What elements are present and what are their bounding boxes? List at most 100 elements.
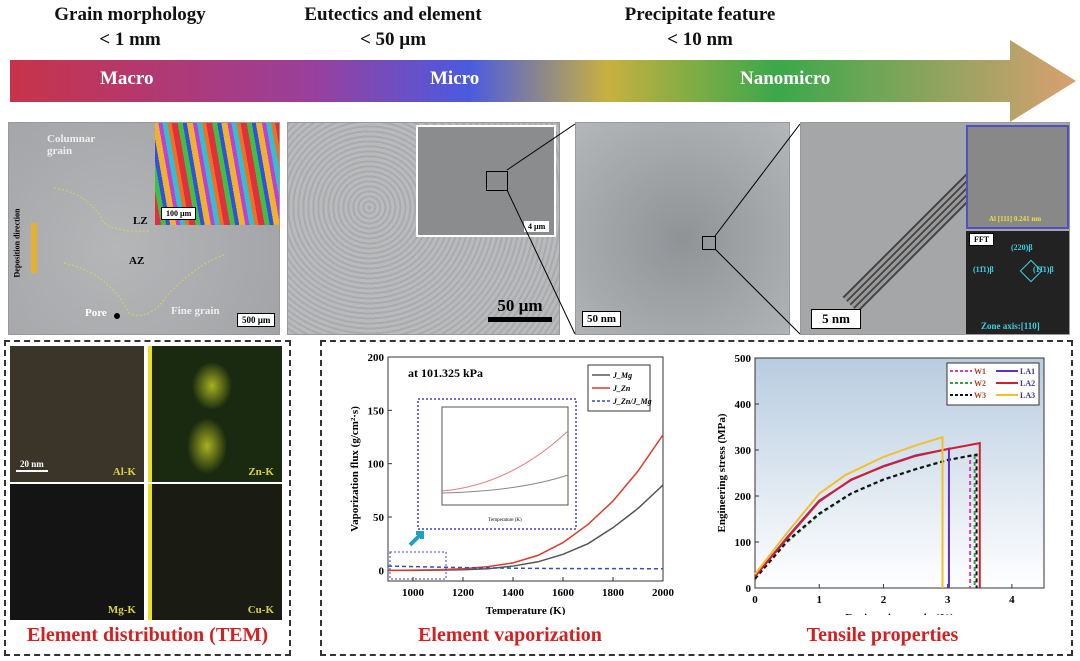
sem-micrograph: 4 µm 50 µm (287, 122, 560, 335)
legend-label: LA3 (1020, 391, 1035, 400)
title-line: Precipitate feature (624, 4, 776, 25)
scale-bar: 500 µm (237, 313, 276, 327)
x-axis-label: Temperature (K) (486, 605, 566, 615)
map-zn-k: Zn-K (148, 346, 282, 482)
zoom-box (702, 236, 716, 250)
fft-spot-label: (11̄1)β (973, 265, 994, 274)
pressure-annotation: at 101.325 kPa (408, 366, 483, 380)
scale-arrow (10, 40, 1076, 122)
inset-box (417, 398, 577, 530)
title-line: < 10 nm (667, 29, 733, 50)
pore-label: Pore (85, 307, 107, 319)
scale-bar: 50 nm (582, 311, 622, 327)
title-line: Grain morphology (54, 4, 206, 25)
title-line: Eutectics and element (304, 4, 482, 25)
legend-label: W1 (974, 367, 986, 376)
tem-micrograph: 50 nm (575, 122, 790, 335)
inset-series-zn (441, 430, 569, 492)
inset-x-label: Temperature (K) (488, 518, 522, 523)
inset-scale-bar: 4 µm (524, 221, 550, 232)
scale-bar: 50 µm (488, 295, 552, 322)
map-al-k: 20 nm Al-K (10, 346, 144, 482)
title-eutectics: Eutectics and element < 50 µm (243, 2, 543, 52)
fft-spot-label: (1̄1̄1)β (1033, 265, 1054, 274)
legend-label: LA2 (1020, 379, 1035, 388)
lz-label: LZ (133, 215, 148, 227)
tensile-caption: Tensile properties (806, 624, 959, 646)
az-label: AZ (129, 255, 145, 267)
x-tick-label: 1800 (602, 587, 625, 599)
x-tick-label: 1600 (552, 587, 575, 599)
x-tick-label: 1000 (402, 587, 425, 599)
map-cu-k: Cu-K (148, 484, 282, 620)
fine-grain-label: Fine grain (171, 305, 220, 317)
legend-label: W2 (974, 379, 986, 388)
map-label: Mg-K (107, 604, 136, 616)
label-macro: Macro (100, 68, 154, 89)
series-line-j_zn (387, 434, 664, 572)
zoom-region-box (389, 551, 447, 580)
hrtem-inset (966, 125, 1069, 229)
x-tick-label: 2 (881, 594, 887, 606)
label-nanomicro: Nanomicro (740, 68, 831, 89)
series-line-w3 (754, 453, 978, 588)
hrtem-micrograph: Al [111] 0.241 nm FFT (220)β (11̄1)β (1̄… (800, 122, 1070, 335)
y-tick-label: 150 (368, 405, 385, 417)
x-tick-label: 2000 (652, 587, 675, 599)
zone-axis-label: Zone axis:[110] (981, 321, 1040, 331)
x-tick-label: 1200 (452, 587, 475, 599)
properties-section (320, 340, 1073, 656)
map-label: Cu-K (247, 604, 274, 616)
x-tick-label: 1 (816, 594, 822, 606)
y-tick-label: 0 (379, 565, 385, 577)
map-mg-k: Mg-K (10, 484, 144, 620)
zone-boundary-lines (53, 187, 225, 319)
y-tick-label: 400 (735, 399, 752, 411)
x-tick-label: 4 (1009, 594, 1015, 606)
y-tick-label: 300 (735, 445, 752, 457)
sem-inset (416, 125, 556, 237)
title-grain-morphology: Grain morphology < 1 mm (0, 2, 280, 52)
y-axis-label: Engineering stress (MPa) (716, 413, 728, 532)
vaporization-chart: 1000 1200 1400 1600 1800 2000 0 50 100 150 200 Temp… (349, 352, 675, 615)
y-tick-label: 100 (735, 537, 752, 549)
x-tick-label: 3 (945, 594, 951, 606)
y-tick-label: 200 (735, 491, 752, 503)
title-line: < 50 µm (359, 29, 427, 50)
map-label: Zn-K (248, 466, 274, 478)
y-tick-label: 200 (368, 352, 385, 364)
y-tick-label: 100 (368, 459, 385, 471)
macro-micrograph: 100 µm Columnar grain LZ AZ Pore Fine gr… (8, 122, 280, 335)
inset-plot-area (441, 406, 569, 506)
zoom-box (486, 171, 508, 191)
lattice-label: Al [111] 0.241 nm (989, 215, 1042, 223)
x-tick-label: 1400 (502, 587, 525, 599)
tem-section (4, 340, 291, 656)
legend-label: W3 (974, 391, 986, 400)
vaporization-caption: Element vaporization (418, 624, 602, 646)
legend-label: J_Zn/J_Mg (612, 397, 652, 406)
legend-label: J_Zn (612, 384, 631, 393)
legend-label: LA1 (1020, 367, 1035, 376)
y-tick-label: 0 (746, 583, 752, 595)
tensile-chart: 0 1 2 3 4 0 100 200 300 400 500 Engineering strain … (716, 353, 1045, 615)
title-line: < 1 mm (99, 29, 161, 50)
fft-spot-label: (220)β (1011, 243, 1033, 252)
fft-label: FFT (969, 233, 995, 246)
columnar-grain-label: Columnar grain (47, 133, 96, 157)
inset-series-mg (441, 474, 569, 494)
series-line-la2 (754, 441, 981, 588)
series-line-la3 (754, 435, 944, 588)
map-label: Al-K (112, 466, 136, 478)
tem-caption: Element distribution (TEM) (26, 624, 269, 646)
label-micro: Micro (430, 68, 480, 89)
zoom-arrow-icon (408, 531, 424, 547)
title-precipitate: Precipitate feature < 10 nm (550, 2, 850, 52)
x-tick-label: 0 (752, 594, 758, 606)
scale-bar: 20 nm (16, 458, 48, 472)
series-line-j_zn-j_mg (387, 565, 664, 570)
inset-scale-bar: 100 µm (161, 207, 197, 220)
legend-label: J_Mg (612, 371, 632, 380)
x-axis-label: Engineering strain (%) (845, 612, 954, 615)
deposition-arrow-icon (31, 223, 37, 273)
